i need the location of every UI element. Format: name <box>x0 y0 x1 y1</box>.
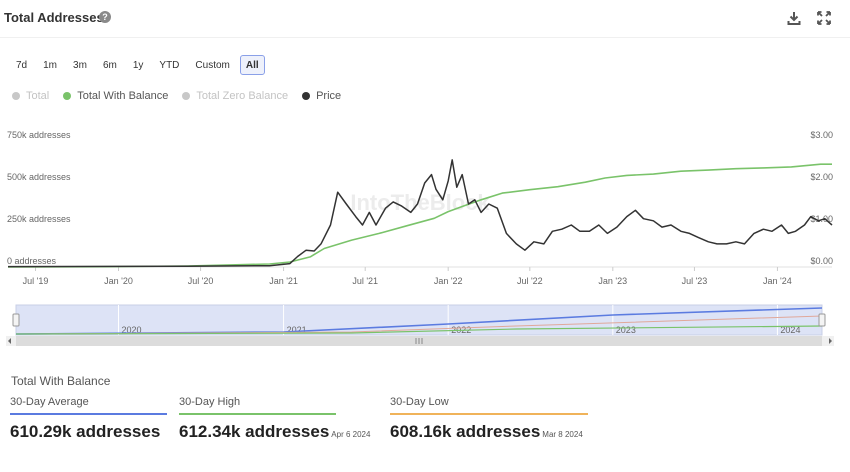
chart-legend: Total Total With Balance Total Zero Balanc… <box>12 90 341 102</box>
chart-header: Total Addresses ? <box>0 0 850 38</box>
range-button-1y[interactable]: 1y <box>127 55 150 75</box>
series-line-total-with-balance <box>7 163 832 268</box>
x-tick-label: Jan '22 <box>434 276 463 286</box>
legend-item-price[interactable]: Price <box>302 90 341 102</box>
stats-title: Total With Balance <box>11 374 111 388</box>
y-right-tick-label: $0.00 <box>810 256 833 266</box>
stat-value-row: 612.34k addresses Apr 6 2024 <box>179 422 370 442</box>
range-button-6m[interactable]: 6m <box>97 55 123 75</box>
x-tick-label: Jul '23 <box>682 276 708 286</box>
navigator-left-handle[interactable] <box>12 313 20 327</box>
stat-30-day-low: 30-Day Low 608.16k addresses Mar 8 2024 <box>390 396 588 442</box>
stat-value: 612.34k addresses <box>179 422 330 441</box>
x-tick-label: Jul '20 <box>188 276 214 286</box>
scrollbar-grip-icon <box>415 338 423 344</box>
stat-date: Apr 6 2024 <box>331 430 371 439</box>
stat-30-day-average: 30-Day Average 610.29k addresses <box>10 396 167 442</box>
expand-icon[interactable] <box>816 10 832 26</box>
x-tick-label: Jul '19 <box>23 276 49 286</box>
series-line-price <box>7 159 833 268</box>
legend-item-total-with-balance[interactable]: Total With Balance <box>63 90 168 102</box>
y-left-tick-label: 500k addresses <box>7 172 71 182</box>
stat-value: 610.29k addresses <box>10 422 161 441</box>
x-tick-label: Jan '21 <box>269 276 298 286</box>
download-icon[interactable] <box>786 10 802 26</box>
navigator-year-label: 2023 <box>616 325 636 335</box>
scroll-right-icon[interactable] <box>829 338 832 344</box>
stat-date: Mar 8 2024 <box>542 430 583 439</box>
scroll-left-icon[interactable] <box>8 338 11 344</box>
legend-item-total[interactable]: Total <box>12 90 49 102</box>
legend-label: Price <box>316 90 342 102</box>
range-button-custom[interactable]: Custom <box>189 55 235 75</box>
range-button-all[interactable]: All <box>239 55 265 75</box>
legend-label: Total With Balance <box>77 90 169 102</box>
range-button-3m[interactable]: 3m <box>67 55 93 75</box>
y-right-tick-label: $2.00 <box>810 172 833 182</box>
legend-item-total-zero-balance[interactable]: Total Zero Balance <box>182 90 288 102</box>
navigator-year-label: 2024 <box>780 325 800 335</box>
x-tick-label: Jan '20 <box>104 276 133 286</box>
navigator-year-label: 2021 <box>287 325 307 335</box>
legend-label: Total <box>26 90 50 102</box>
help-circle-icon[interactable]: ? <box>99 11 111 23</box>
y-left-tick-label: 0 addresses <box>7 256 57 266</box>
navigator-series-balance <box>15 325 823 335</box>
x-tick-label: Jan '23 <box>598 276 627 286</box>
navigator-right-handle[interactable] <box>818 313 826 327</box>
stat-30-day-high: 30-Day High 612.34k addresses Apr 6 2024 <box>179 396 370 442</box>
chart-title: Total Addresses <box>4 10 104 25</box>
stat-value-row: 608.16k addresses Mar 8 2024 <box>390 422 588 442</box>
stat-value: 608.16k addresses <box>390 422 541 441</box>
x-tick-label: Jul '21 <box>352 276 378 286</box>
x-tick-label: Jul '22 <box>517 276 543 286</box>
range-button-7d[interactable]: 7d <box>10 55 33 75</box>
y-left-tick-label: 250k addresses <box>7 214 71 224</box>
navigator-year-label: 2020 <box>121 325 141 335</box>
stat-label: 30-Day High <box>179 396 336 415</box>
range-button-1m[interactable]: 1m <box>37 55 63 75</box>
legend-label: Total Zero Balance <box>196 90 289 102</box>
stat-label: 30-Day Average <box>10 396 167 415</box>
y-right-tick-label: $3.00 <box>810 130 833 140</box>
legend-dot-icon <box>63 92 72 100</box>
stat-label: 30-Day Low <box>390 396 588 415</box>
range-button-ytd[interactable]: YTD <box>153 55 185 75</box>
x-tick-label: Jan '24 <box>763 276 792 286</box>
legend-dot-icon <box>12 92 20 100</box>
y-left-tick-label: 750k addresses <box>7 130 71 140</box>
stat-value-row: 610.29k addresses <box>10 422 167 442</box>
legend-dot-icon <box>182 92 191 100</box>
time-range-selector: 7d 1m 3m 6m 1y YTD Custom All <box>10 55 265 75</box>
legend-dot-icon <box>302 92 311 100</box>
